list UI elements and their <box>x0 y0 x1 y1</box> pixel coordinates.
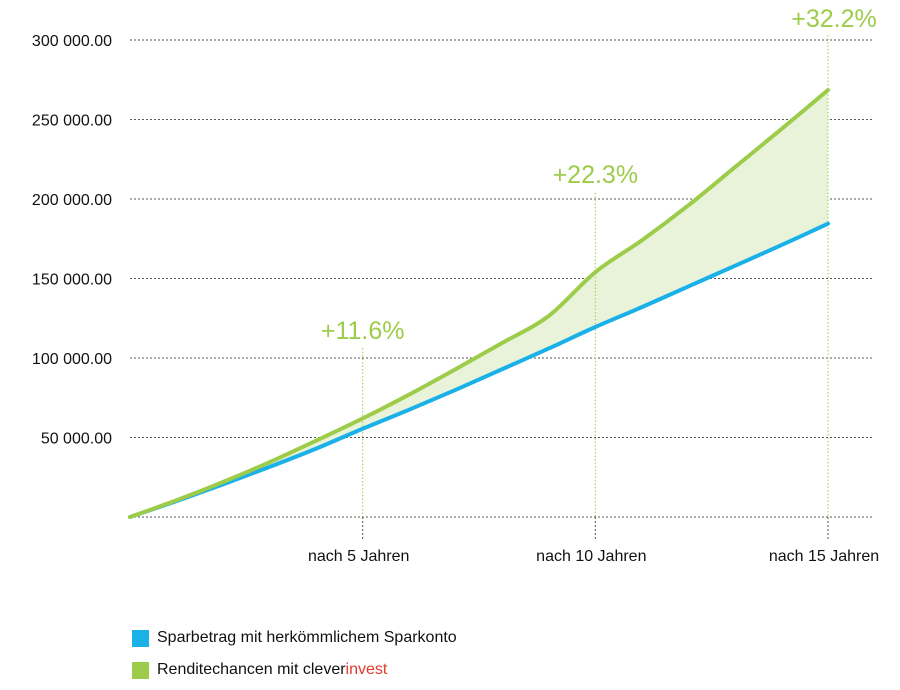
x-tick-label: nach 10 Jahren <box>536 548 646 565</box>
legend-item-sparkonto: Sparbetrag mit herkömmlichem Sparkonto <box>132 629 457 647</box>
legend-label-prefix: Renditechancen mit clever <box>157 661 346 678</box>
y-tick-label: 250 000.00 <box>32 113 112 130</box>
fill-between-area <box>130 90 828 518</box>
annotation-label: +32.2% <box>791 5 877 33</box>
legend-label-sparkonto: Sparbetrag mit herkömmlichem Sparkonto <box>157 629 457 646</box>
legend-swatch-blue <box>132 629 149 647</box>
x-tick-label: nach 15 Jahren <box>769 548 879 565</box>
legend-item-cleverinvest: Renditechancen mit cleverinvest <box>132 661 387 679</box>
legend-swatch-green <box>132 661 149 679</box>
chart-canvas: 50 000.00 100 000.00 150 000.00 200 000.00 2… <box>32 5 879 565</box>
y-tick-label: 150 000.00 <box>32 272 112 289</box>
y-tick-label: 50 000.00 <box>41 431 112 448</box>
series-line-cleverinvest <box>128 88 830 519</box>
y-tick-label: 200 000.00 <box>32 192 112 209</box>
y-tick-label: 300 000.00 <box>32 33 112 50</box>
y-tick-label: 100 000.00 <box>32 351 112 368</box>
legend-label-accent: invest <box>345 661 388 678</box>
legend-label-cleverinvest: Renditechancen mit cleverinvest <box>157 661 387 679</box>
x-tick-label: nach 5 Jahren <box>308 548 409 565</box>
series-line-sparkonto <box>128 221 830 519</box>
annotation-label: +22.3% <box>553 161 639 189</box>
annotation-label: +11.6% <box>321 317 405 345</box>
